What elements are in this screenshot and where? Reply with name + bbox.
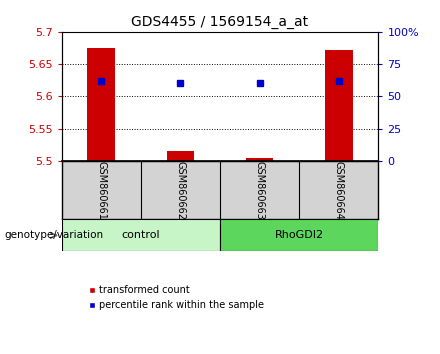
Bar bbox=[246, 158, 273, 161]
Text: GSM860662: GSM860662 bbox=[176, 161, 185, 220]
Bar bbox=[325, 50, 353, 161]
Bar bbox=[166, 151, 194, 161]
Title: GDS4455 / 1569154_a_at: GDS4455 / 1569154_a_at bbox=[132, 16, 308, 29]
Text: control: control bbox=[121, 230, 160, 240]
Text: GSM860664: GSM860664 bbox=[334, 161, 344, 219]
Bar bbox=[88, 48, 115, 161]
Text: GSM860663: GSM860663 bbox=[255, 161, 264, 219]
Bar bbox=[220, 219, 378, 251]
Text: genotype/variation: genotype/variation bbox=[4, 230, 103, 240]
Legend: transformed count, percentile rank within the sample: transformed count, percentile rank withi… bbox=[88, 285, 264, 310]
Text: RhoGDI2: RhoGDI2 bbox=[275, 230, 324, 240]
Text: GSM860661: GSM860661 bbox=[96, 161, 106, 219]
Bar bbox=[62, 219, 220, 251]
